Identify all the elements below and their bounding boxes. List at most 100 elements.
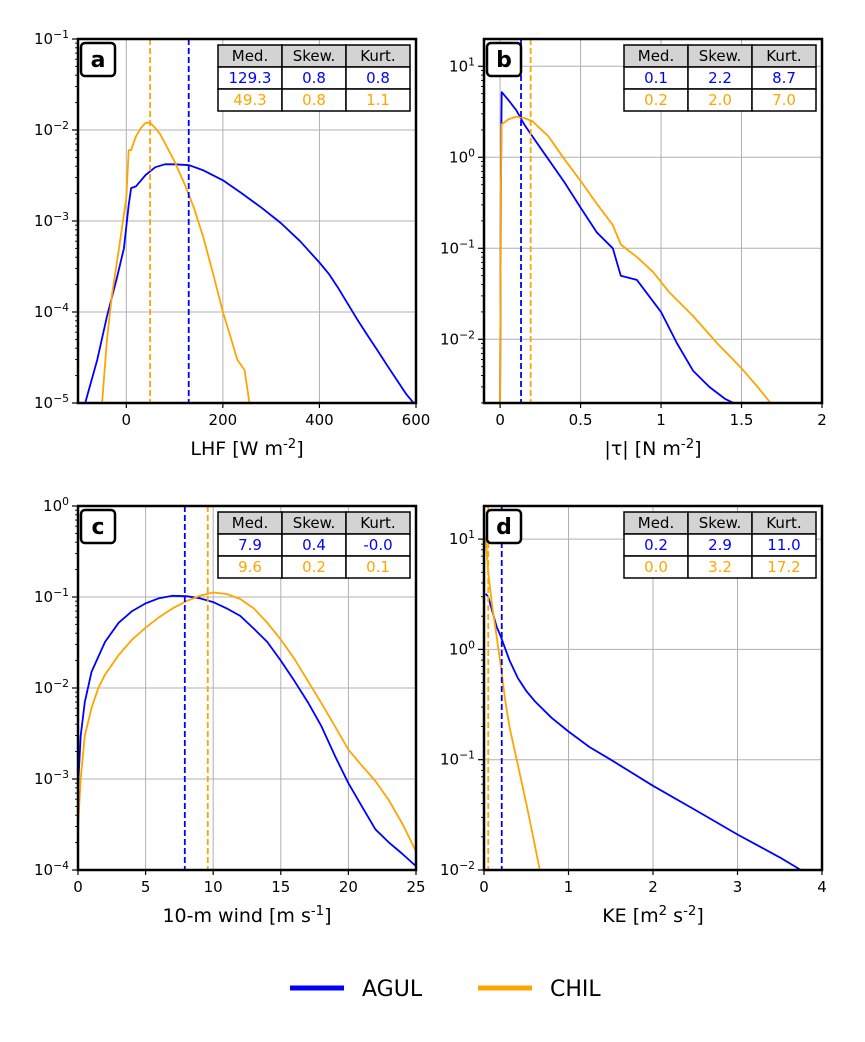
table-cell-text: 0.1 (644, 69, 668, 87)
y-tick-label: 10−4 (34, 301, 69, 322)
x-tick-label: 2 (648, 878, 658, 896)
plot-area (78, 506, 416, 870)
stats-table: Med. Skew. Kurt. 129.3 0.8 0.8 49.3 0.8 1.1 (217, 44, 411, 112)
panel-label-box (79, 508, 117, 545)
table-cell (345, 555, 411, 579)
y-axis: 10−5 10−4 10−3 10−2 10−1 (34, 28, 78, 413)
x-axis-label: |τ| [N m-2] (604, 437, 701, 461)
table-header-text: Skew. (699, 47, 742, 65)
y-tick-label: 101 (449, 55, 475, 76)
y-tick-label: 10−2 (440, 328, 475, 349)
panel-d: 0 1 2 3 4 KE [m2 s-2] 10−2 10−1 100 101 d Med. Skew.… (440, 504, 827, 928)
x-tick-label: 600 (402, 411, 431, 429)
y-tick-label: 10−1 (440, 748, 475, 769)
panel-label-box (79, 41, 117, 78)
table-cell-text: 7.0 (772, 91, 796, 109)
x-axis: 0 1 2 3 4 (479, 870, 827, 896)
y-axis: 10−2 10−1 100 101 (440, 55, 484, 404)
table-header-text: Kurt. (360, 47, 395, 65)
table-cell-text: 8.7 (772, 69, 796, 87)
x-tick-label: 400 (305, 411, 334, 429)
x-tick-label: 1 (656, 411, 666, 429)
series-line-agul (484, 593, 802, 870)
table-header-text: Med. (232, 514, 268, 532)
table-cell-text: -0.0 (363, 536, 392, 554)
legend-label-chil: CHIL (550, 977, 601, 1002)
plot-area (484, 506, 802, 870)
x-tick-label: 0 (495, 411, 505, 429)
table-cell-text: 17.2 (767, 558, 800, 576)
panel-label-text: a (91, 48, 106, 73)
table-header-text: Kurt. (766, 514, 801, 532)
table-cell-text: 3.2 (708, 558, 732, 576)
table-cell-text: 1.1 (366, 91, 390, 109)
legend-label-agul: AGUL (362, 977, 423, 1002)
y-tick-label: 10−5 (34, 392, 69, 413)
y-tick-label: 100 (449, 638, 475, 659)
panel-label-text: c (91, 515, 104, 540)
table-header-text: Med. (638, 47, 674, 65)
y-tick-label: 10−1 (440, 237, 475, 257)
series-line-agul (78, 594, 416, 867)
x-tick-label: 10 (204, 878, 223, 896)
table-cell-text: 2.0 (708, 91, 732, 109)
panel-label-box (485, 508, 523, 545)
x-tick-label: 20 (339, 878, 358, 896)
table-header-text: Med. (638, 514, 674, 532)
table-cell-text: 0.4 (302, 536, 326, 554)
table-cell-text: 0.1 (366, 558, 390, 576)
x-tick-label: 0 (122, 411, 132, 429)
y-tick-label: 10−1 (34, 28, 69, 49)
series-line-agul (84, 163, 415, 403)
table-cell-text: 49.3 (233, 91, 266, 109)
stats-table: Med. Skew. Kurt. 0.1 2.2 8.7 0.2 2.0 7.0 (623, 44, 817, 112)
y-tick-label: 10−4 (34, 859, 69, 880)
y-tick-label: 101 (449, 528, 475, 549)
stats-table: Med. Skew. Kurt. 7.9 0.4 -0.0 9.6 0.2 0.1 (217, 511, 411, 579)
x-tick-label: 25 (406, 878, 425, 896)
stats-table: Med. Skew. Kurt. 0.2 2.9 11.0 0.0 3.2 17.2 (623, 511, 817, 579)
legend: AGUL CHIL (290, 977, 601, 1002)
x-tick-label: 1 (564, 878, 574, 896)
table-cell-text: 2.9 (708, 536, 732, 554)
table-cell-text: 2.2 (708, 69, 732, 87)
y-tick-label: 10−3 (34, 768, 69, 789)
table-cell-text: 0.2 (302, 558, 326, 576)
panel-label: b (485, 41, 523, 78)
table-header-text: Kurt. (360, 514, 395, 532)
x-tick-label: 4 (817, 878, 827, 896)
x-tick-label: 200 (209, 411, 238, 429)
table-cell-text: 0.8 (302, 91, 326, 109)
panel-label-box (485, 41, 523, 78)
series-line-chil (78, 591, 416, 852)
panel-label: d (485, 508, 523, 545)
y-tick-label: 10−2 (34, 677, 69, 698)
table-cell-text: 0.2 (644, 91, 668, 109)
table-cell-text: 7.9 (238, 536, 262, 554)
x-tick-label: 2 (817, 411, 827, 429)
plot-area (84, 39, 415, 403)
x-tick-label: 1.5 (730, 411, 754, 429)
table-header-text: Kurt. (766, 47, 801, 65)
series-line-chil (499, 115, 772, 403)
panel-label: c (79, 508, 117, 545)
table-header-text: Skew. (293, 514, 336, 532)
table-cell (751, 555, 817, 579)
table-cell-text: 0.2 (644, 536, 668, 554)
plot-area (499, 39, 772, 403)
table-header-text: Skew. (699, 514, 742, 532)
x-axis: 0 5 10 15 20 25 (73, 870, 426, 896)
y-tick-label: 10−2 (34, 119, 69, 140)
x-tick-label: 15 (271, 878, 290, 896)
table-cell (751, 88, 817, 112)
panel-label-text: d (496, 515, 512, 540)
table-header-text: Skew. (293, 47, 336, 65)
x-axis-label: KE [m2 s-2] (602, 904, 704, 928)
y-tick-label: 10−2 (440, 859, 475, 880)
y-axis: 10−4 10−3 10−2 10−1 100 (34, 495, 78, 880)
y-tick-label: 10−3 (34, 210, 69, 231)
x-tick-label: 0.5 (569, 411, 593, 429)
panel-label: a (79, 41, 117, 78)
